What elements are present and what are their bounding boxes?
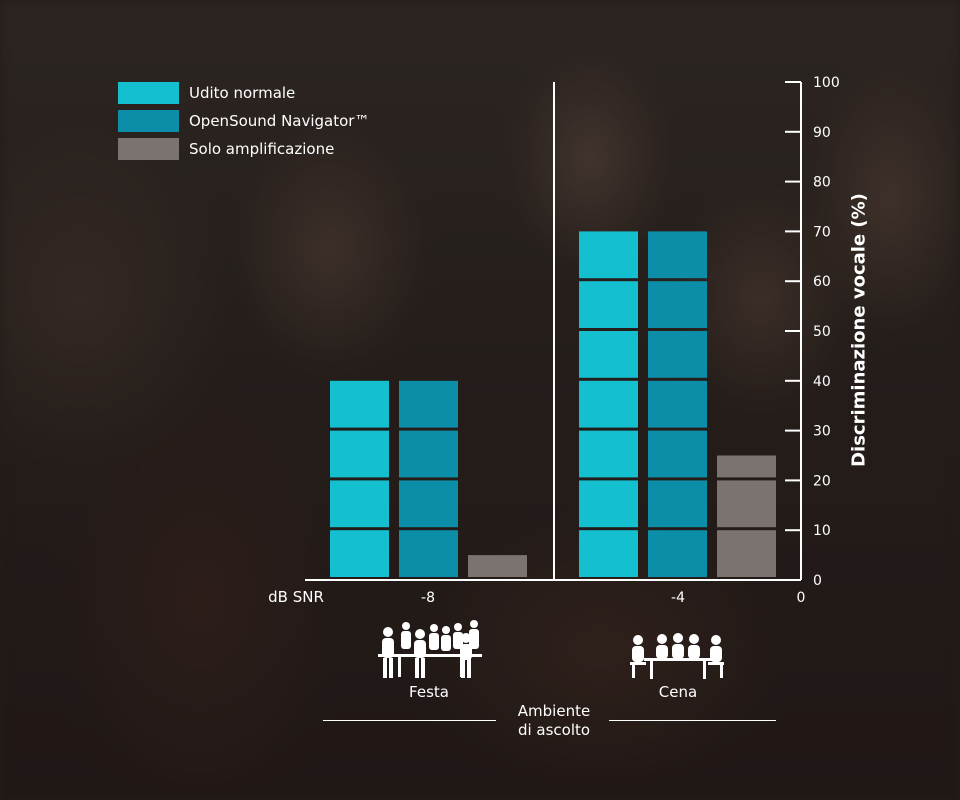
y-tick-label-10: 10 <box>813 523 831 539</box>
legend-item-opensound: OpenSound Navigator™ <box>118 110 369 132</box>
legend: Udito normale OpenSound Navigator™ Solo … <box>118 82 369 166</box>
bar-2-0 <box>468 555 527 577</box>
bar-segment <box>717 480 776 528</box>
bar-segment <box>468 555 527 577</box>
bar-segment <box>579 281 638 328</box>
y-tick-label-80: 80 <box>813 175 831 191</box>
bar-segment <box>579 380 638 428</box>
legend-item-normal: Udito normale <box>118 82 369 104</box>
bar-1-0 <box>399 380 458 577</box>
bar-segment <box>648 480 707 528</box>
environment-label-dinner: Cena <box>658 683 698 701</box>
bar-segment <box>579 231 638 279</box>
y-tick-label-90: 90 <box>813 125 831 141</box>
bar-segment <box>717 530 776 577</box>
environment-divider-left <box>323 720 496 721</box>
environment-title: Ambiente di ascolto <box>504 702 604 740</box>
y-tick-label-30: 30 <box>813 424 831 440</box>
y-axis-title-text: Discriminazione vocale (%) <box>848 193 870 467</box>
bar-0-0 <box>330 380 389 577</box>
environment-divider-right <box>609 720 776 721</box>
dinner-icon <box>630 633 724 679</box>
bar-2-1 <box>717 455 776 577</box>
bar-segment <box>648 530 707 577</box>
y-tick-label-70: 70 <box>813 224 831 240</box>
bar-segment <box>330 430 389 478</box>
bar-segment <box>399 480 458 528</box>
bar-0-1 <box>579 231 638 577</box>
bar-1-1 <box>648 231 707 577</box>
y-tick-label-0: 0 <box>813 573 822 589</box>
x-tick-label-0: -8 <box>421 590 435 606</box>
bar-segment <box>579 331 638 378</box>
bar-segment <box>399 530 458 577</box>
bar-segment <box>330 380 389 428</box>
bar-segment <box>579 480 638 528</box>
x-axis-title: dB SNR <box>268 588 324 606</box>
environment-title-line2: di ascolto <box>517 721 591 739</box>
x-tick-label-2: 0 <box>797 590 806 606</box>
x-tick-label-1: -4 <box>671 590 685 606</box>
legend-label-normal: Udito normale <box>189 84 296 102</box>
legend-item-amplification: Solo amplificazione <box>118 138 369 160</box>
bar-segment <box>648 380 707 428</box>
y-tick-label-50: 50 <box>813 324 831 340</box>
y-tick-label-20: 20 <box>813 473 831 489</box>
bar-segment <box>399 380 458 428</box>
party-icon <box>378 620 482 678</box>
bar-segment <box>579 430 638 478</box>
bar-segment <box>330 480 389 528</box>
legend-label-amplification: Solo amplificazione <box>189 140 335 158</box>
legend-swatch-opensound <box>118 110 179 132</box>
legend-swatch-amplification <box>118 138 179 160</box>
bar-segment <box>648 331 707 378</box>
environment-title-line1: Ambiente <box>517 702 591 720</box>
bar-segment <box>717 455 776 478</box>
bar-segment <box>399 430 458 478</box>
y-tick-label-40: 40 <box>813 374 831 390</box>
bar-segment <box>648 231 707 279</box>
y-tick-label-100: 100 <box>813 75 840 91</box>
legend-swatch-normal <box>118 82 179 104</box>
bar-segment <box>579 530 638 577</box>
y-tick-label-60: 60 <box>813 274 831 290</box>
bar-segment <box>648 430 707 478</box>
environment-label-party: Festa <box>409 683 449 701</box>
legend-label-opensound: OpenSound Navigator™ <box>189 112 370 130</box>
bar-segment <box>648 281 707 328</box>
bar-segment <box>330 530 389 577</box>
